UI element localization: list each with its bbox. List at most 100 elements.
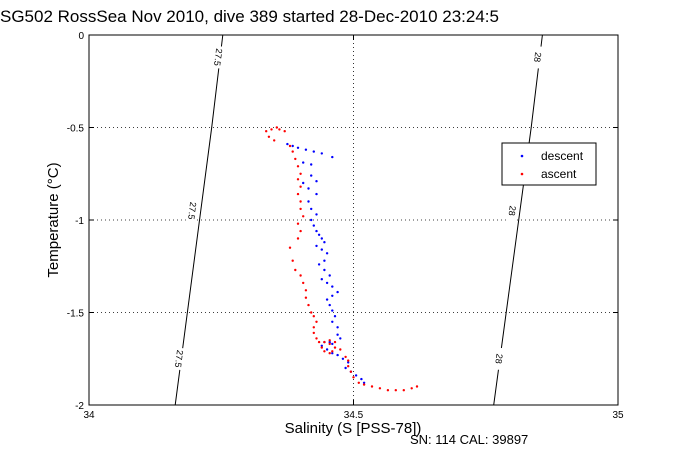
contour-label-bg (211, 45, 225, 69)
data-point-ascent (302, 215, 305, 218)
data-point-ascent (394, 389, 397, 392)
data-point-ascent (296, 192, 300, 196)
data-point-descent (320, 278, 323, 281)
data-point-descent (336, 326, 339, 329)
data-point-descent (320, 237, 323, 240)
data-point-descent (328, 303, 331, 307)
data-point-descent (331, 285, 334, 288)
data-point-descent (325, 348, 329, 351)
data-point-ascent (347, 365, 350, 368)
data-point-descent (286, 142, 289, 146)
data-point-descent (315, 213, 318, 216)
data-point-ascent (344, 355, 347, 359)
data-point-descent (323, 259, 326, 262)
contour-label-bg (185, 199, 199, 223)
plot-area: 27.5 27.5 27.5 28 28 28 34 34.5 35 0 -0.5 -1 -1.5 -2 (67, 31, 624, 421)
data-point-ascent (299, 185, 302, 188)
data-point-descent (339, 337, 342, 340)
data-point-descent (331, 309, 334, 312)
data-point-descent (315, 192, 318, 196)
data-point-descent (323, 268, 326, 272)
data-point-ascent (410, 387, 413, 390)
data-point-descent (312, 150, 315, 153)
data-point-descent (307, 200, 310, 203)
data-point-ascent (328, 352, 331, 355)
data-point-ascent (302, 281, 305, 285)
data-point-descent (331, 294, 334, 297)
data-point-ascent (312, 315, 315, 318)
data-point-ascent (299, 207, 302, 211)
data-point-descent (310, 218, 313, 222)
data-point-descent (344, 366, 347, 370)
data-point-ascent (294, 157, 297, 161)
data-point-ascent (315, 320, 318, 323)
data-point-descent (302, 181, 305, 185)
data-point-ascent (357, 381, 360, 384)
data-point-ascent (288, 246, 292, 249)
data-point-descent (302, 161, 305, 164)
data-point-descent (336, 333, 339, 336)
data-point-descent (347, 361, 350, 364)
data-point-ascent (288, 144, 292, 148)
contour-label-bg (505, 199, 519, 223)
serial-calibration-info: SN: 114 CAL: 39897 (410, 432, 528, 447)
data-point-ascent (370, 385, 374, 388)
data-point-ascent (304, 296, 308, 299)
data-point-descent (336, 353, 339, 357)
data-point-ascent (339, 348, 342, 351)
contour-label: 27.5 (173, 349, 185, 368)
data-point-descent (354, 374, 358, 377)
data-point-ascent (270, 128, 273, 131)
legend: descent ascent (501, 142, 597, 186)
data-point-ascent (275, 126, 278, 129)
data-point-descent (360, 377, 363, 381)
data-point-ascent (317, 340, 321, 344)
chart-title: SG502 RossSea Nov 2010, dive 389 started… (0, 7, 499, 26)
data-point-descent (325, 252, 329, 255)
x-axis-label: Salinity (S [PSS-78]) (285, 420, 422, 437)
data-point-ascent (312, 326, 315, 329)
data-point-descent (333, 315, 337, 318)
contour-label: 28 (532, 52, 543, 63)
data-point-descent (310, 163, 313, 166)
data-point-ascent (296, 165, 300, 168)
data-point-descent (328, 274, 331, 277)
contour-label: 28 (507, 205, 518, 216)
contour-label: 27.5 (186, 201, 198, 220)
contour-label-bg (492, 347, 506, 371)
data-point-ascent (362, 383, 366, 386)
data-point-ascent (312, 331, 315, 335)
data-point-ascent (283, 130, 286, 133)
data-point-ascent (333, 346, 337, 349)
data-point-ascent (267, 135, 271, 138)
data-point-descent (362, 381, 366, 384)
data-point-descent (331, 155, 334, 159)
data-point-descent (331, 342, 334, 346)
data-point-descent (331, 352, 334, 355)
data-point-ascent (299, 172, 302, 175)
x-tick-label: 34 (83, 410, 95, 421)
legend-label-ascent: ascent (541, 167, 577, 181)
legend-label-descent: descent (541, 149, 584, 163)
data-point-ascent (296, 237, 300, 240)
data-point-descent (315, 229, 318, 233)
y-axis-label: Temperature (°C) (45, 162, 62, 277)
data-point-descent (310, 174, 313, 177)
legend-marker-descent (520, 154, 524, 158)
contour-label: 27.5 (212, 48, 224, 67)
data-point-ascent (299, 200, 302, 203)
data-point-ascent (347, 359, 350, 362)
data-point-ascent (296, 222, 300, 225)
contour-label-bg (531, 45, 544, 69)
y-tick-label: -1.5 (67, 309, 85, 320)
y-tick-label: -2 (75, 401, 84, 412)
data-point-ascent (299, 229, 302, 233)
data-point-ascent (328, 339, 331, 342)
data-point-descent (320, 152, 323, 155)
data-point-ascent (265, 130, 268, 133)
data-point-descent (341, 357, 345, 360)
data-point-descent (315, 180, 318, 183)
y-tick-label: -1 (75, 216, 84, 227)
data-point-descent (307, 187, 310, 190)
